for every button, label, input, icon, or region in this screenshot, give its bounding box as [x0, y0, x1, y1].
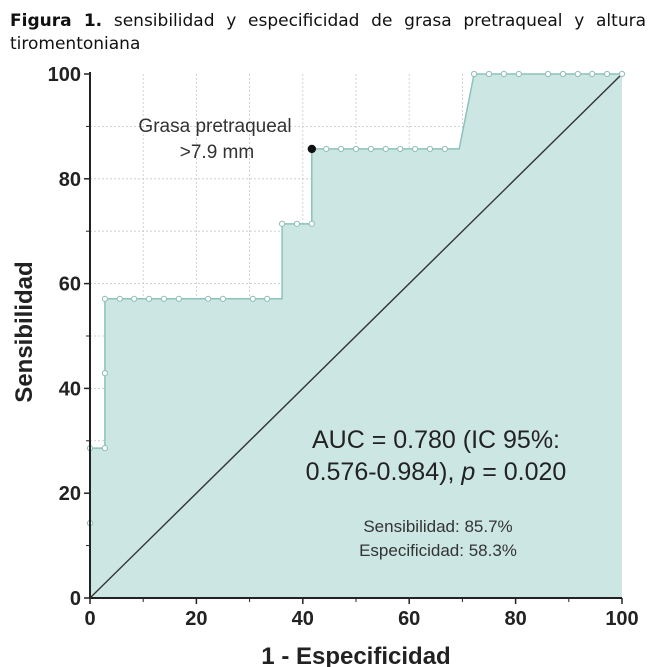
y-tick-label: 100 — [48, 64, 81, 86]
y-tick-label: 80 — [59, 169, 81, 191]
roc-marker — [101, 445, 108, 452]
x-tick-label: 0 — [84, 608, 95, 630]
auc-ci-part: 0.576-0.984), — [306, 458, 462, 486]
tick-labels: 0 20 40 60 80 100 0 20 40 60 80 100 — [48, 64, 639, 630]
roc-marker — [426, 145, 434, 153]
auc-line2: 0.576-0.984), p = 0.020 — [306, 458, 567, 486]
roc-marker — [411, 145, 419, 153]
specificity-text: Especificidad: 58.3% — [359, 541, 517, 560]
roc-marker — [101, 295, 108, 302]
roc-marker — [116, 295, 123, 302]
caption-label: Figura 1. — [10, 11, 103, 31]
cut-point-label-line1: Grasa pretraqueal — [138, 116, 291, 137]
roc-marker — [352, 145, 360, 153]
x-tick-label: 60 — [398, 608, 420, 630]
roc-marker — [589, 70, 596, 78]
roc-marker — [382, 145, 389, 153]
roc-marker — [559, 70, 567, 78]
roc-marker — [101, 370, 108, 377]
roc-marker — [145, 295, 153, 302]
roc-marker — [338, 145, 345, 153]
y-tick-label: 40 — [59, 378, 81, 400]
sensitivity-text: Sensibilidad: 85.7% — [363, 517, 512, 536]
roc-marker — [323, 145, 330, 153]
x-tick-label: 100 — [605, 608, 638, 630]
roc-marker — [618, 70, 626, 78]
caption-text: sensibilidad y especificidad de grasa pr… — [10, 11, 646, 54]
axes — [84, 72, 623, 604]
y-tick-label: 0 — [70, 588, 81, 610]
x-axis-label: 1 - Especificidad — [261, 643, 450, 667]
figure-caption: Figura 1. sensibilidad y especificidad d… — [10, 10, 646, 56]
y-tick-label: 20 — [59, 483, 81, 505]
y-axis-label: Sensibilidad — [11, 261, 38, 402]
roc-marker — [471, 70, 478, 78]
roc-marker — [131, 295, 138, 302]
x-tick-label: 40 — [292, 608, 314, 630]
roc-marker — [441, 145, 448, 153]
roc-marker — [219, 295, 227, 302]
auc-p-symbol: p — [460, 458, 475, 486]
reference-diagonal-group — [89, 73, 623, 599]
roc-marker — [160, 295, 168, 302]
roc-marker — [515, 70, 522, 78]
reference-diagonal — [89, 73, 623, 599]
roc-marker — [367, 145, 374, 153]
roc-marker — [574, 70, 581, 78]
roc-marker — [397, 145, 404, 153]
auc-line1: AUC = 0.780 (IC 95%: — [312, 426, 560, 454]
roc-marker — [205, 295, 212, 302]
x-tick-label: 80 — [504, 608, 526, 630]
roc-marker — [604, 70, 611, 78]
roc-marker — [293, 220, 301, 227]
cut-point-marker — [307, 144, 317, 154]
roc-marker — [485, 70, 493, 78]
roc-marker — [175, 295, 182, 302]
auc-p-value: = 0.020 — [475, 458, 566, 486]
roc-marker — [544, 70, 552, 78]
y-tick-label: 60 — [59, 274, 81, 296]
cut-point-label-line2: >7.9 mm — [180, 142, 254, 163]
roc-marker — [308, 220, 315, 227]
roc-marker — [500, 70, 507, 78]
roc-marker — [264, 295, 271, 302]
x-tick-label: 20 — [185, 608, 207, 630]
roc-marker — [249, 295, 256, 302]
roc-marker — [278, 220, 286, 227]
